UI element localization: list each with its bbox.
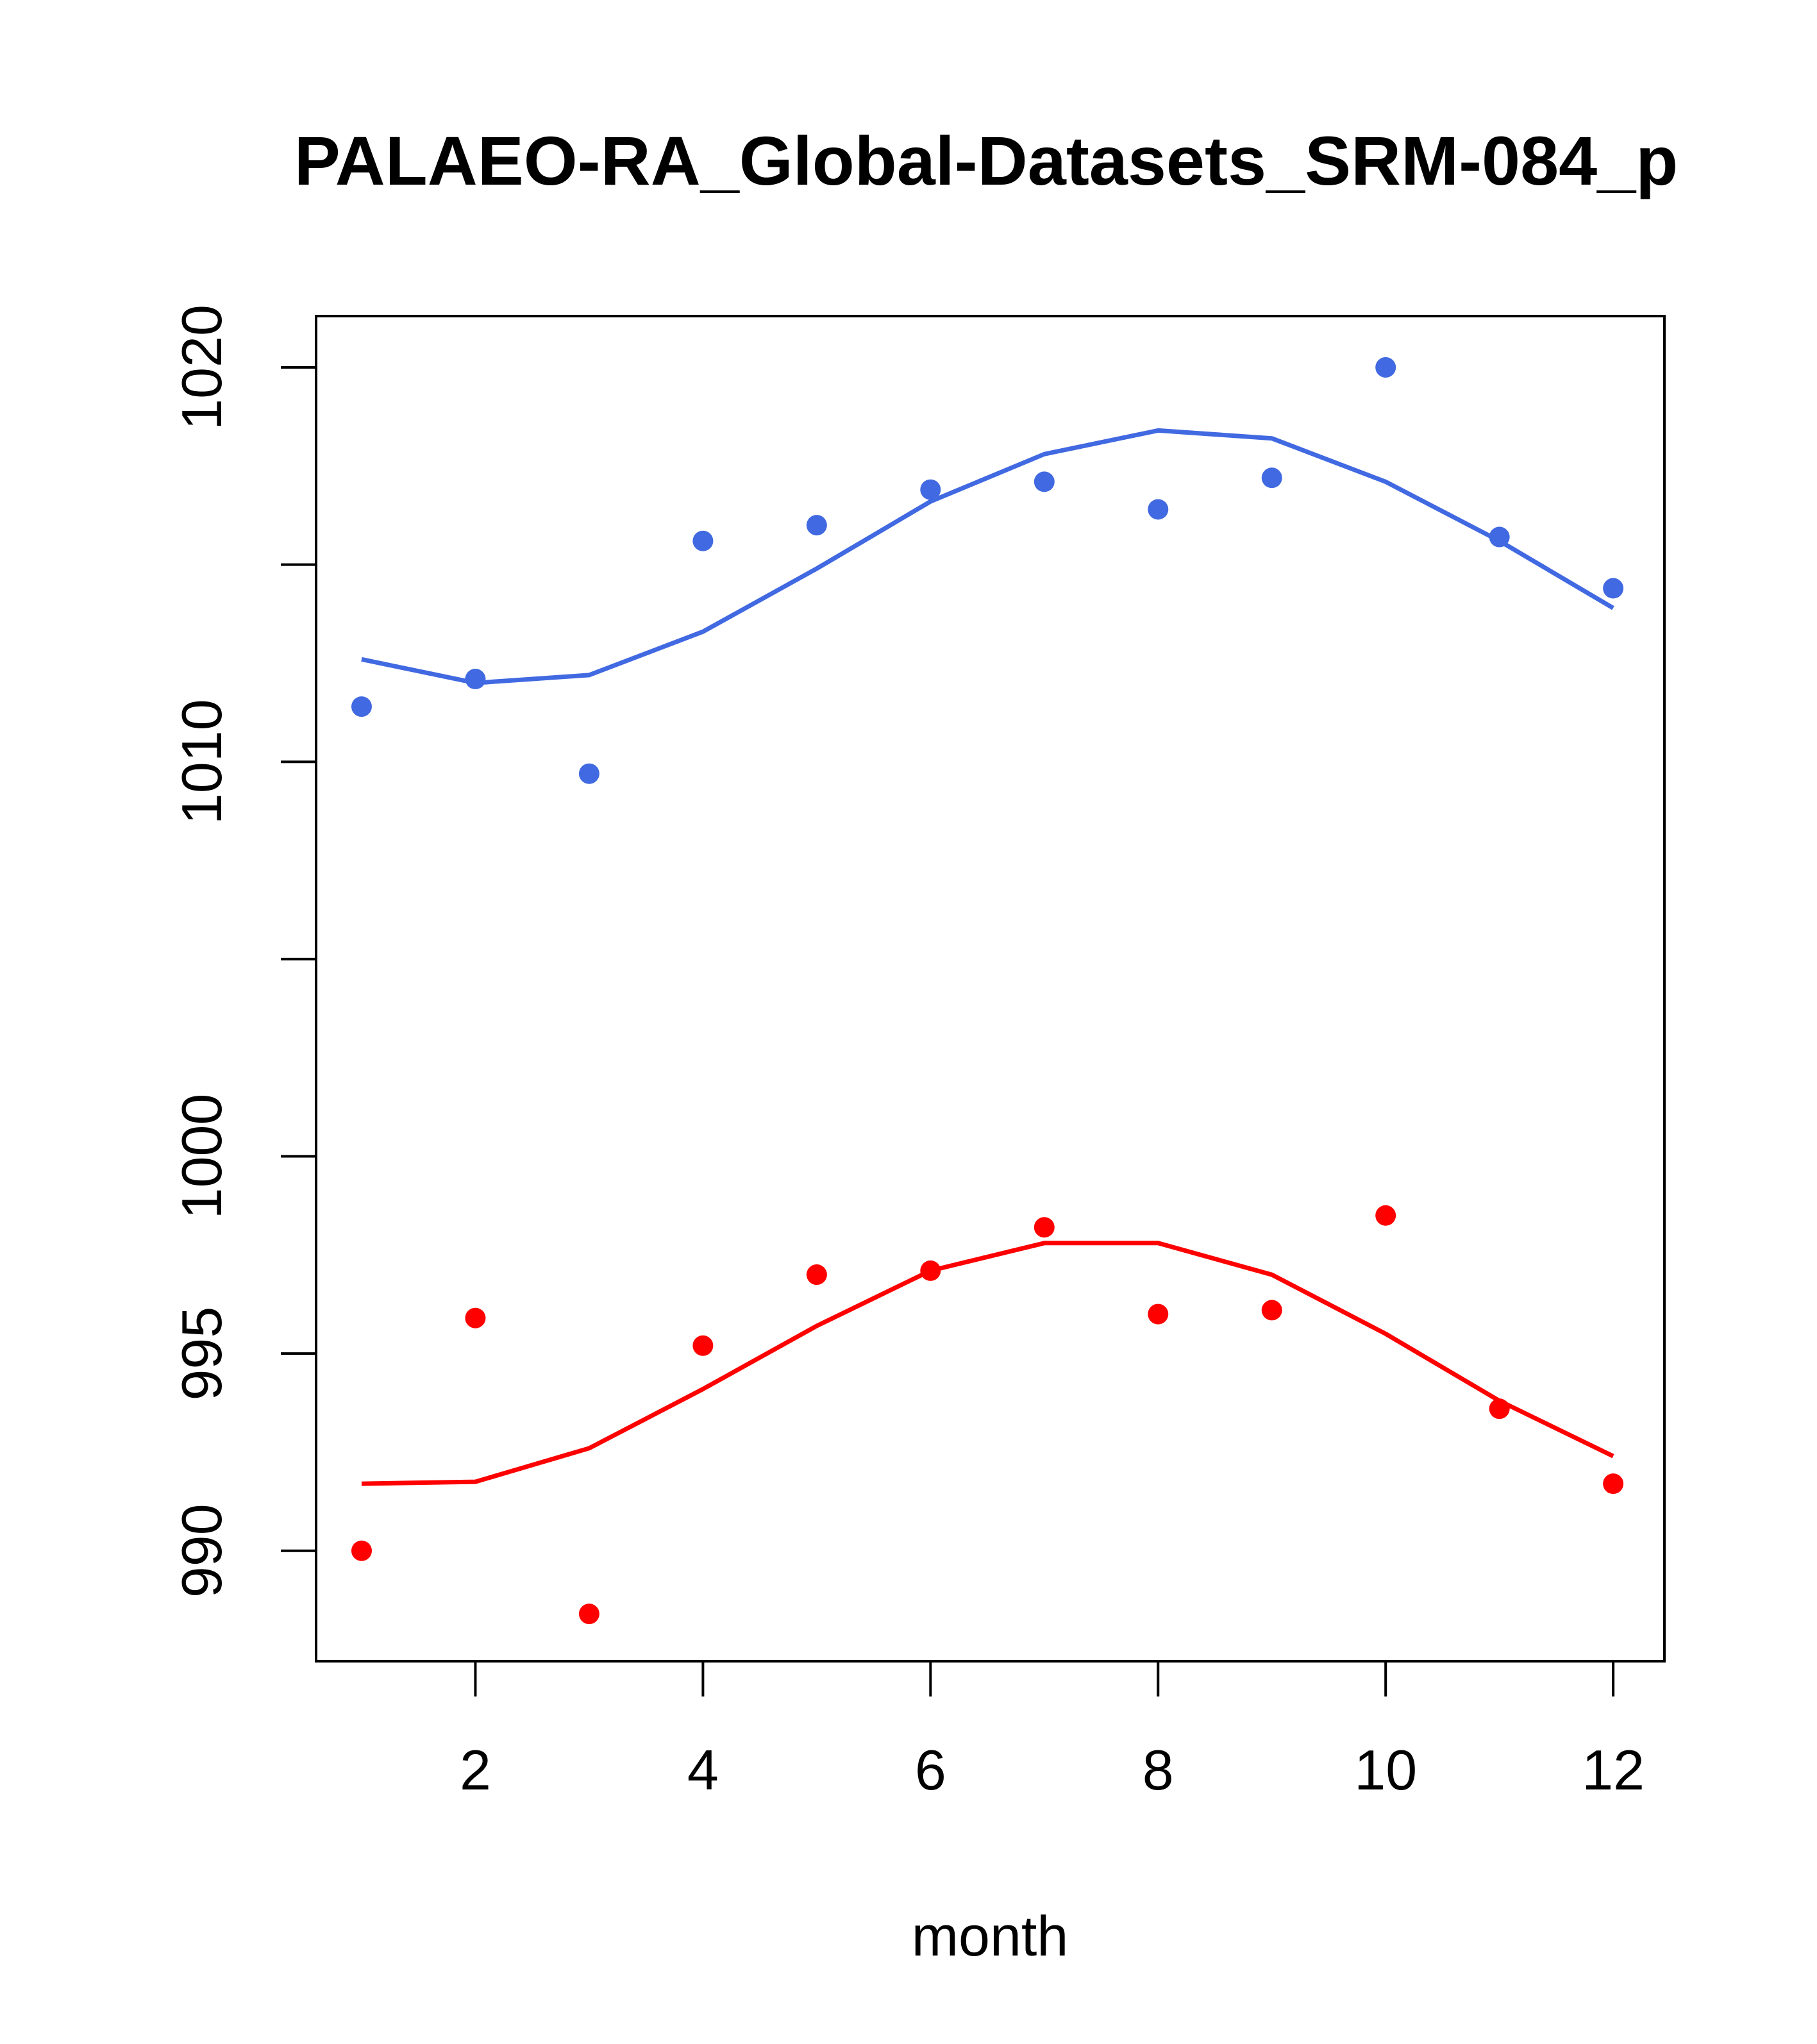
- points-red-point: [1148, 1303, 1169, 1325]
- points-blue-point: [351, 696, 372, 717]
- smooth-blue-line: [361, 428, 1614, 685]
- points-blue-point: [1034, 471, 1055, 492]
- points-red-point: [1375, 1205, 1396, 1226]
- series-layer: [351, 356, 1624, 1625]
- y-tick-label: 1020: [170, 305, 233, 430]
- chart-title: PALAEO-RA_Global-Datasets_SRM-084_p: [294, 122, 1679, 199]
- plot-frame: [315, 315, 1666, 1663]
- points-blue-point: [920, 479, 941, 500]
- points-blue-point: [1148, 499, 1169, 520]
- points-red-point: [578, 1604, 599, 1625]
- points-blue-point: [1261, 467, 1282, 489]
- points-blue-point: [692, 530, 714, 551]
- points-red-point: [1603, 1473, 1624, 1495]
- points-red-point: [1034, 1217, 1055, 1238]
- points-blue-point: [1375, 356, 1396, 378]
- points-red-point: [351, 1540, 372, 1561]
- y-tick-label: 1000: [170, 1094, 233, 1219]
- points-blue-point: [806, 515, 827, 536]
- x-tick-label: 8: [1143, 1738, 1174, 1802]
- points-blue-point: [465, 669, 486, 690]
- points-red-point: [1261, 1300, 1282, 1321]
- points-blue-point: [578, 763, 599, 784]
- smooth-red-line: [361, 1241, 1614, 1486]
- points-red-point: [465, 1307, 486, 1328]
- x-tick-label: 12: [1582, 1738, 1645, 1802]
- y-tick-label: 1010: [170, 699, 233, 825]
- x-tick-label: 2: [460, 1738, 491, 1802]
- x-axis: 2 4 6 8 10 12: [460, 1660, 1645, 1802]
- x-axis-label: month: [912, 1904, 1069, 1968]
- points-red-point: [806, 1264, 827, 1286]
- x-tick-label: 4: [687, 1738, 719, 1802]
- points-blue-point: [1603, 578, 1624, 599]
- x-tick-label: 6: [915, 1738, 946, 1802]
- y-axis: 990 995 1000 1010 1020: [170, 305, 317, 1598]
- y-tick-label: 995: [170, 1307, 233, 1401]
- y-tick-label: 990: [170, 1504, 233, 1598]
- x-tick-label: 10: [1354, 1738, 1417, 1802]
- points-red-point: [692, 1335, 714, 1356]
